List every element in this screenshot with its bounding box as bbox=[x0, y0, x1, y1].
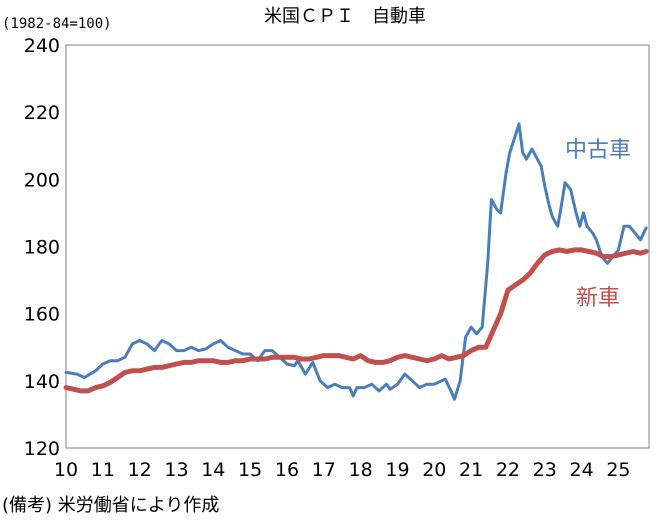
y-tick-label: 120 bbox=[24, 438, 60, 460]
x-tick-label: 20 bbox=[422, 459, 446, 481]
x-tick-label: 21 bbox=[459, 459, 483, 481]
series-lines bbox=[63, 122, 649, 401]
y-tick-label: 180 bbox=[24, 237, 60, 259]
y-tick-label: 200 bbox=[24, 169, 60, 191]
series-line-used-cars bbox=[64, 122, 648, 401]
plot-area-frame bbox=[65, 44, 650, 449]
series-line-new-cars bbox=[63, 247, 649, 394]
x-tick-label: 22 bbox=[496, 459, 520, 481]
x-tick-label: 19 bbox=[385, 459, 409, 481]
series-label-used-cars: 中古車 bbox=[565, 138, 631, 163]
y-tick-label: 140 bbox=[24, 371, 60, 393]
x-tick-label: 18 bbox=[349, 459, 373, 481]
x-tick-label: 11 bbox=[91, 459, 115, 481]
x-tick-label: 25 bbox=[606, 459, 630, 481]
x-tick-label: 13 bbox=[164, 459, 188, 481]
x-tick-label: 10 bbox=[54, 459, 78, 481]
x-tick-label: 17 bbox=[312, 459, 336, 481]
y-tick-label: 220 bbox=[24, 102, 60, 124]
x-tick-label: 23 bbox=[533, 459, 557, 481]
x-tick-label: 16 bbox=[275, 459, 299, 481]
series-label-new-cars: 新車 bbox=[576, 286, 620, 311]
source-note: (備考) 米労働省により作成 bbox=[2, 495, 219, 516]
chart-title: 米国ＣＰＩ 自動車 bbox=[264, 6, 426, 27]
y-tick-label: 240 bbox=[24, 35, 60, 57]
y-tick-label: 160 bbox=[24, 304, 60, 326]
x-tick-label: 24 bbox=[570, 459, 594, 481]
x-axis-ticks: 10 11 12 13 14 15 16 17 18 19 20 21 22 23 24 25 bbox=[54, 459, 631, 481]
y-axis-ticks: 120 140 160 180 200 220 240 bbox=[24, 35, 60, 460]
y-axis-unit-label: (1982-84=100) bbox=[2, 16, 112, 32]
x-tick-label: 14 bbox=[201, 459, 225, 481]
x-tick-label: 12 bbox=[128, 459, 152, 481]
x-tick-label: 15 bbox=[238, 459, 262, 481]
